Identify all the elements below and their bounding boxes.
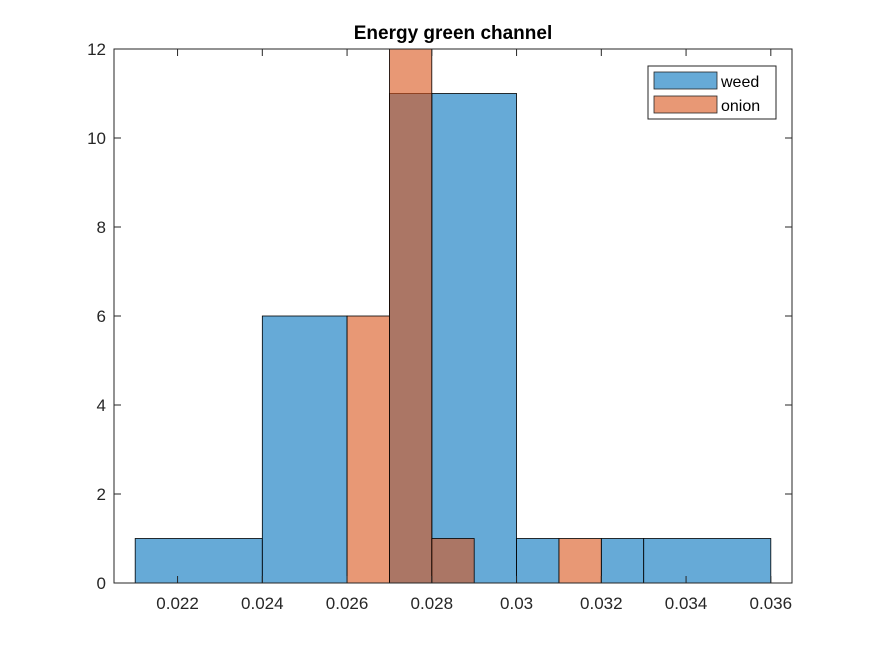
y-tick-label: 8	[97, 218, 106, 237]
y-tick-label: 12	[87, 40, 106, 59]
bar-weed-5	[516, 538, 560, 584]
bar-weed-8	[643, 538, 772, 584]
legend-label-weed: weed	[720, 74, 759, 91]
bar-onion-0	[346, 315, 390, 584]
bar-weed-0	[134, 538, 263, 584]
bars-group	[134, 48, 772, 584]
y-tick-label: 4	[97, 396, 106, 415]
y-tick-label: 10	[87, 129, 106, 148]
x-tick-label: 0.036	[750, 594, 793, 613]
x-axis: 0.022 0.024 0.026 0.028 0.03 0.032 0.034 0.036	[156, 49, 792, 613]
legend-swatch-weed	[653, 71, 718, 90]
x-tick-label: 0.026	[326, 594, 369, 613]
legend-swatch-onion	[653, 95, 718, 114]
chart-title: Energy green channel	[354, 23, 553, 44]
x-tick-label: 0.024	[241, 594, 284, 613]
bar-onion-4	[558, 538, 602, 584]
x-tick-label: 0.032	[580, 594, 623, 613]
bar-weed-1	[261, 315, 348, 584]
x-tick-label: 0.022	[156, 594, 199, 613]
y-axis: 0 2 4 6 8 10 12	[87, 40, 792, 593]
bar-weed-4	[431, 93, 517, 584]
y-tick-label: 6	[97, 307, 106, 326]
legend-label-onion: onion	[721, 98, 760, 115]
bar-onion-1	[389, 48, 433, 584]
x-tick-label: 0.03	[500, 594, 533, 613]
y-tick-label: 2	[97, 485, 106, 504]
x-tick-label: 0.028	[411, 594, 454, 613]
y-tick-label: 0	[97, 574, 106, 593]
bar-weed-7	[600, 538, 645, 584]
bar-onion-2	[431, 538, 475, 584]
legend: weed onion	[647, 65, 777, 120]
x-tick-label: 0.034	[665, 594, 708, 613]
